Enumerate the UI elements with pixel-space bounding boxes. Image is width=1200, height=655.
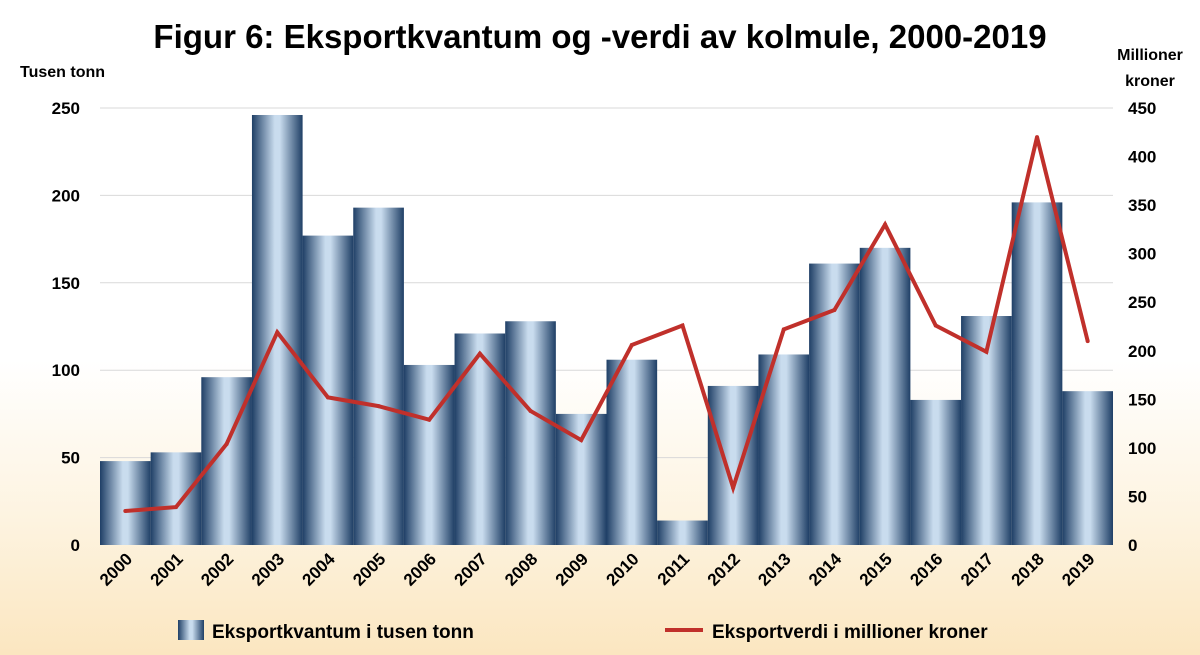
line-point-2004	[325, 395, 330, 400]
line-point-2017	[984, 349, 989, 354]
x-tick-2000: 2000	[96, 549, 136, 589]
bar-2004	[302, 235, 354, 545]
x-tick-2017: 2017	[957, 549, 997, 589]
x-tick-2018: 2018	[1008, 549, 1048, 589]
line-point-2008	[528, 408, 533, 413]
line-point-2011	[680, 323, 685, 328]
line-point-2000	[123, 509, 128, 514]
bars	[100, 114, 1113, 546]
bar-2014	[809, 263, 860, 545]
x-tick-2014: 2014	[805, 549, 846, 590]
x-tick-2016: 2016	[906, 549, 946, 589]
bar-2000	[100, 461, 151, 545]
right-tick-0: 0	[1128, 536, 1137, 555]
x-tick-2009: 2009	[552, 549, 592, 589]
legend-bar-swatch	[178, 620, 204, 640]
x-tick-2015: 2015	[856, 549, 896, 589]
line-point-2012	[731, 485, 736, 490]
line-point-2001	[173, 505, 178, 510]
bar-2019	[1062, 391, 1113, 545]
x-tick-2010: 2010	[602, 549, 642, 589]
line-point-2003	[275, 330, 280, 335]
line-point-2018	[1035, 135, 1040, 140]
line-point-2006	[427, 417, 432, 422]
bar-2016	[910, 399, 962, 545]
right-tick-150: 150	[1128, 390, 1156, 409]
line-point-2009	[579, 438, 584, 443]
left-tick-0: 0	[71, 536, 80, 555]
x-tick-2008: 2008	[501, 549, 541, 589]
bar-2001	[150, 452, 202, 545]
bar-2011	[657, 520, 708, 545]
line-point-2014	[832, 307, 837, 312]
right-tick-350: 350	[1128, 196, 1156, 215]
bar-2012	[707, 385, 759, 545]
right-axis-title-line1: Millioner	[1117, 47, 1183, 64]
line-layer	[123, 135, 1090, 514]
line-point-2005	[376, 404, 381, 409]
line-point-2013	[781, 327, 786, 332]
left-tick-50: 50	[61, 449, 80, 468]
bar-2017	[961, 316, 1012, 545]
value-line	[125, 136, 1090, 514]
line-point-2016	[933, 323, 938, 328]
line-point-2002	[224, 442, 229, 447]
left-tick-100: 100	[52, 361, 80, 380]
right-tick-200: 200	[1128, 342, 1156, 361]
right-axis-title-line2: kroner	[1125, 73, 1175, 90]
bar-2008	[505, 321, 556, 545]
x-tick-2006: 2006	[400, 549, 440, 589]
legend-line-label: Eksportverdi i millioner kroner	[712, 622, 988, 643]
x-tick-2003: 2003	[248, 549, 288, 589]
bar-2007	[454, 333, 506, 545]
right-tick-300: 300	[1128, 245, 1156, 264]
bar-2005	[353, 207, 404, 546]
left-axis-ticks: 0 50 100 150 200 250	[52, 99, 80, 555]
chart-title: Figur 6: Eksportkvantum og -verdi av kol…	[153, 18, 1046, 55]
line-point-2019	[1085, 339, 1090, 344]
x-tick-2005: 2005	[349, 549, 389, 589]
x-tick-2002: 2002	[197, 549, 237, 589]
x-tick-2011: 2011	[654, 549, 694, 589]
x-axis-ticks: 2000 2001 2002 2003 2004 2005 2006 2007 2008 2009…	[96, 549, 1099, 590]
right-axis-ticks: 0 50 100 150 200 250 300 350 400 450	[1128, 99, 1156, 555]
x-tick-2004: 2004	[299, 549, 340, 590]
legend: Eksportkvantum i tusen tonn Eksportverdi…	[178, 620, 988, 643]
bar-2018	[1011, 202, 1063, 545]
bar-2009	[555, 413, 607, 545]
left-tick-250: 250	[52, 99, 80, 118]
left-tick-200: 200	[52, 186, 80, 205]
bar-2010	[606, 359, 658, 545]
line-point-2007	[477, 351, 482, 356]
x-tick-2007: 2007	[451, 549, 491, 589]
bar-2015	[859, 247, 911, 545]
x-tick-2001: 2001	[147, 549, 187, 589]
bar-2006	[403, 364, 455, 545]
right-tick-250: 250	[1128, 293, 1156, 312]
legend-bar-label: Eksportkvantum i tusen tonn	[212, 622, 474, 643]
line-point-2015	[883, 222, 888, 227]
right-tick-450: 450	[1128, 99, 1156, 118]
left-tick-150: 150	[52, 274, 80, 293]
right-tick-100: 100	[1128, 439, 1156, 458]
left-axis-title: Tusen tonn	[20, 64, 105, 81]
line-point-2010	[629, 342, 634, 347]
x-tick-2012: 2012	[704, 549, 744, 589]
right-tick-400: 400	[1128, 148, 1156, 167]
x-tick-2019: 2019	[1058, 549, 1098, 589]
x-tick-2013: 2013	[754, 549, 794, 589]
right-tick-50: 50	[1128, 487, 1147, 506]
